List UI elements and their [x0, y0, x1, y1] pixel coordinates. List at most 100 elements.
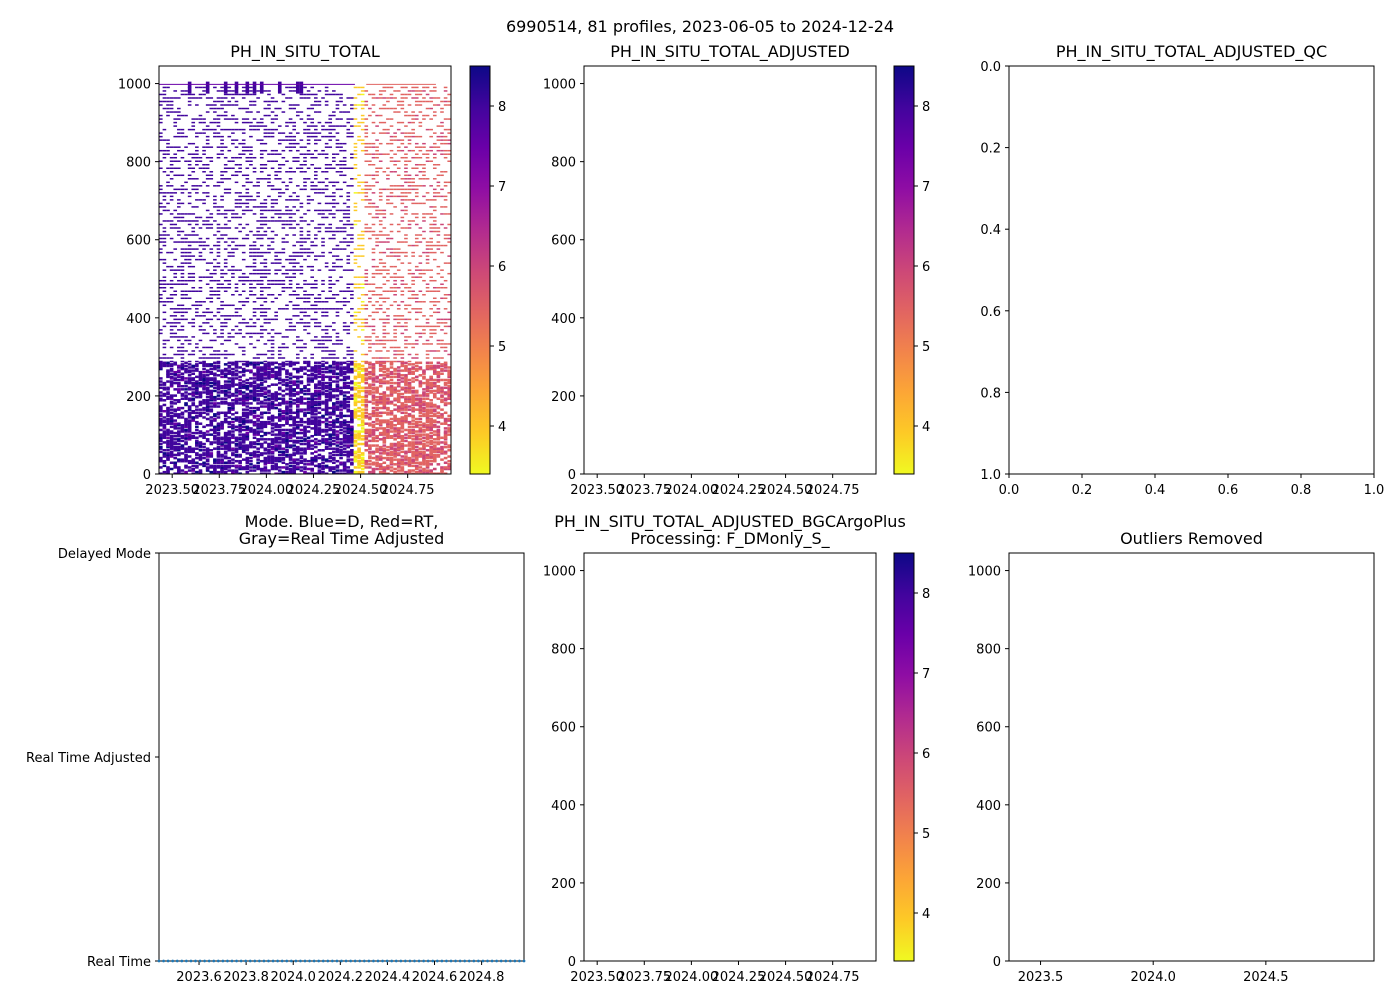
heatmap-cell: [274, 279, 278, 282]
heatmap-cell: [198, 444, 203, 447]
heatmap-cell: [335, 388, 340, 391]
heatmap-cell: [288, 262, 293, 264]
heatmap-cell: [220, 455, 224, 458]
heatmap-cell: [159, 438, 163, 441]
heatmap-cell: [162, 441, 167, 444]
heatmap-cell: [195, 436, 199, 440]
heatmap-cell: [270, 450, 275, 454]
heatmap-cell: [162, 388, 167, 391]
heatmap-cell: [321, 414, 325, 418]
heatmap-cell: [270, 419, 275, 422]
heatmap-cell: [249, 441, 253, 444]
heatmap-cell: [375, 414, 379, 418]
heatmap-cell: [360, 461, 365, 465]
heatmap-cell: [378, 188, 383, 191]
heatmap-cell: [216, 244, 221, 247]
heatmap-cell: [223, 322, 228, 324]
heatmap-cell: [216, 241, 221, 243]
heatmap-cell: [277, 125, 282, 127]
heatmap-cell: [378, 209, 383, 212]
heatmap-cell: [299, 265, 304, 268]
heatmap-cell: [350, 370, 354, 374]
heatmap-cell: [195, 311, 199, 314]
heatmap-cell: [299, 449, 304, 452]
heatmap-cell: [216, 100, 221, 103]
heatmap-cell: [368, 400, 372, 404]
heatmap-cell: [241, 132, 246, 134]
heatmap-cell: [310, 400, 315, 404]
heatmap-cell: [198, 431, 203, 435]
heatmap-cell: [342, 461, 347, 465]
heatmap-cell: [202, 167, 206, 170]
heatmap-cell: [277, 216, 282, 219]
heatmap-cell: [274, 424, 278, 427]
heatmap-cell: [238, 230, 242, 233]
heatmap-cell: [238, 384, 242, 388]
heatmap-cell: [350, 360, 354, 363]
heatmap-cell: [357, 367, 361, 371]
heatmap-cell: [288, 107, 293, 110]
heatmap-cell: [364, 304, 369, 307]
heatmap-cell: [227, 391, 232, 394]
heatmap-cell: [285, 408, 289, 411]
heatmap-cell: [234, 464, 239, 468]
heatmap-cell: [249, 121, 253, 124]
heatmap-cell: [249, 409, 253, 413]
heatmap-cell: [328, 132, 333, 134]
heatmap-cell: [368, 375, 372, 379]
heatmap-cell: [198, 411, 203, 415]
heatmap-cell: [314, 325, 318, 328]
heatmap-cell: [205, 395, 210, 399]
heatmap-cell: [187, 100, 192, 103]
heatmap-cell: [241, 441, 246, 444]
heatmap-cell: [360, 434, 365, 438]
heatmap-cell: [220, 315, 224, 317]
heatmap-cell: [328, 223, 333, 226]
heatmap-cell: [238, 244, 242, 247]
heatmap-cell: [295, 380, 300, 383]
heatmap-cell: [364, 125, 369, 127]
heatmap-cell: [259, 445, 264, 449]
heatmap-cell: [223, 118, 228, 120]
heatmap-cell: [281, 378, 286, 382]
heatmap-cell: [249, 90, 253, 92]
heatmap-cell: [220, 171, 224, 173]
heatmap-cell: [256, 375, 260, 379]
heatmap-cell: [339, 125, 343, 127]
heatmap-cell: [389, 444, 394, 447]
heatmap-cell: [375, 174, 379, 177]
heatmap-cell: [375, 447, 379, 450]
heatmap-cell: [285, 139, 289, 141]
heatmap-cell: [198, 403, 203, 407]
heatmap-cell: [166, 283, 170, 285]
heatmap-cell: [299, 397, 304, 400]
heatmap-cell: [205, 463, 210, 466]
heatmap-cell: [162, 195, 167, 198]
heatmap-cell: [274, 399, 278, 402]
heatmap-cell: [332, 389, 336, 393]
heatmap-cell: [259, 378, 264, 382]
heatmap-cell: [231, 434, 235, 438]
heatmap-cell: [162, 452, 167, 455]
heatmap-cell: [281, 367, 286, 371]
heatmap-cell: [184, 367, 188, 371]
heatmap-cell: [353, 413, 358, 416]
heatmap-cell: [288, 255, 293, 257]
heatmap-cell: [169, 185, 174, 187]
heatmap-cell: [364, 153, 369, 155]
heatmap-cell: [357, 433, 361, 436]
heatmap-cell: [306, 400, 311, 404]
heatmap-cell: [177, 399, 181, 402]
heatmap-cell: [270, 383, 275, 386]
heatmap-cell: [169, 146, 174, 148]
heatmap-cell: [187, 220, 192, 222]
heatmap-cell: [166, 363, 170, 366]
heatmap-cell: [205, 178, 210, 180]
heatmap-cell: [281, 111, 286, 113]
heatmap-cell: [393, 403, 397, 407]
heatmap-cell: [364, 149, 369, 152]
heatmap-cell: [368, 339, 372, 342]
heatmap-cell: [303, 384, 307, 388]
heatmap-cell: [306, 378, 311, 382]
heatmap-cell: [234, 308, 239, 310]
